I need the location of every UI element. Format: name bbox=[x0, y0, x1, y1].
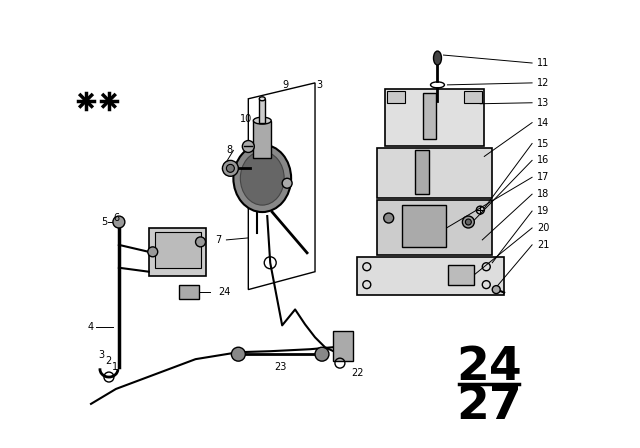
Text: 1: 1 bbox=[112, 362, 118, 372]
Text: 15: 15 bbox=[537, 138, 549, 148]
Text: 13: 13 bbox=[537, 98, 549, 108]
Bar bbox=[253, 121, 271, 159]
Bar bbox=[259, 99, 265, 123]
Text: 6: 6 bbox=[114, 213, 120, 223]
Ellipse shape bbox=[253, 117, 271, 124]
Text: 3: 3 bbox=[98, 350, 104, 360]
Circle shape bbox=[148, 247, 157, 257]
Bar bbox=[179, 284, 198, 298]
Circle shape bbox=[196, 237, 205, 247]
Bar bbox=[385, 89, 484, 146]
Bar bbox=[422, 93, 436, 138]
Text: 3: 3 bbox=[316, 80, 322, 90]
Circle shape bbox=[113, 216, 125, 228]
Text: 18: 18 bbox=[537, 189, 549, 199]
Text: 12: 12 bbox=[537, 78, 549, 88]
Text: 20: 20 bbox=[537, 223, 549, 233]
Text: 24: 24 bbox=[456, 345, 522, 390]
Bar bbox=[402, 205, 447, 247]
Text: 17: 17 bbox=[537, 172, 549, 182]
Text: 8: 8 bbox=[227, 146, 232, 155]
Text: 27: 27 bbox=[456, 384, 522, 429]
Circle shape bbox=[282, 178, 292, 188]
Text: 22: 22 bbox=[351, 368, 364, 378]
Text: 5: 5 bbox=[101, 217, 107, 227]
Circle shape bbox=[243, 141, 254, 152]
Ellipse shape bbox=[433, 51, 442, 65]
Circle shape bbox=[462, 216, 474, 228]
Text: 2: 2 bbox=[105, 356, 111, 366]
Bar bbox=[148, 228, 207, 276]
Circle shape bbox=[227, 164, 234, 172]
Circle shape bbox=[223, 160, 238, 177]
Ellipse shape bbox=[259, 97, 265, 101]
Bar bbox=[333, 332, 353, 361]
Text: 9: 9 bbox=[282, 80, 288, 90]
Circle shape bbox=[465, 219, 471, 225]
Circle shape bbox=[232, 347, 245, 361]
Text: 7: 7 bbox=[215, 235, 221, 245]
Bar bbox=[377, 200, 492, 255]
Text: 4: 4 bbox=[88, 323, 94, 332]
Text: 14: 14 bbox=[537, 118, 549, 128]
Text: 16: 16 bbox=[537, 155, 549, 165]
Ellipse shape bbox=[241, 151, 284, 205]
Text: 10: 10 bbox=[240, 114, 252, 124]
Circle shape bbox=[315, 347, 329, 361]
Bar bbox=[415, 151, 429, 194]
Circle shape bbox=[384, 213, 394, 223]
Text: 21: 21 bbox=[537, 240, 549, 250]
Bar bbox=[465, 91, 483, 103]
Text: 23: 23 bbox=[274, 362, 286, 372]
Bar bbox=[155, 232, 200, 268]
Text: 11: 11 bbox=[537, 58, 549, 68]
Text: 24: 24 bbox=[218, 287, 230, 297]
Text: 19: 19 bbox=[537, 206, 549, 216]
Ellipse shape bbox=[234, 145, 291, 212]
Circle shape bbox=[492, 286, 500, 293]
Bar bbox=[357, 257, 504, 294]
Bar bbox=[377, 148, 492, 198]
Bar bbox=[449, 265, 474, 284]
Bar bbox=[387, 91, 404, 103]
